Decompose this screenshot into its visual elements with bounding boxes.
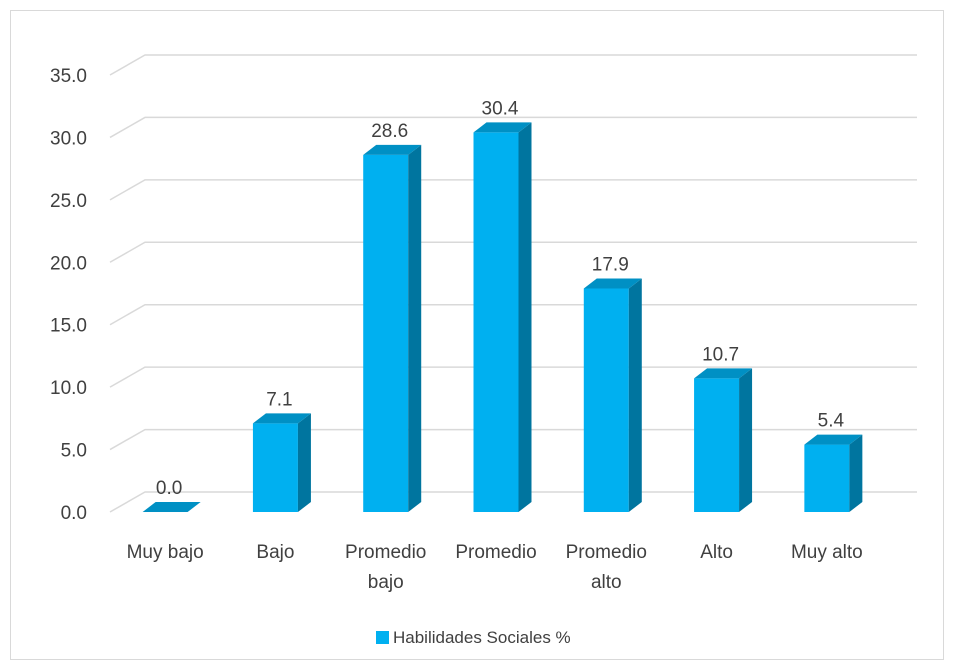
category-label: Muy bajo [127,542,204,563]
bar-top [473,122,532,133]
data-labels: 0.0 7.1 28.6 30.4 17.9 10.7 5.4 [156,98,845,499]
bar-front [252,423,298,512]
legend-label: Habilidades Sociales % [393,628,571,647]
gridline [109,491,917,513]
category-label: Bajo [256,542,294,563]
category-label: Promedio bajo [345,542,426,593]
bar-side [408,144,422,512]
bar-side [518,122,532,512]
bar [142,502,201,513]
legend: Habilidades Sociales % [376,628,571,647]
bar [252,413,311,512]
category-label: Promedio [455,542,536,563]
bar-side [849,434,863,512]
bar-top [142,502,201,512]
bar-front [363,154,409,512]
data-label: 17.9 [592,255,629,276]
data-label: 10.7 [702,344,739,365]
data-label: 30.4 [482,98,519,119]
bar-front [694,378,740,512]
gridline [109,179,917,201]
y-tick-label: 0.0 [61,503,87,524]
data-label: 0.0 [156,478,182,499]
bar-top [252,413,311,424]
bar-side [739,368,753,512]
category-label: Muy alto [791,542,863,563]
legend-swatch [376,631,389,644]
bars [142,122,863,513]
y-tick-label: 15.0 [50,316,87,337]
bar-front [804,444,850,512]
bar-side [628,278,642,512]
gridlines [109,54,917,513]
y-tick-label: 25.0 [50,191,87,212]
gridline [109,366,917,388]
bar-top [583,278,642,289]
bar [363,144,422,512]
gridline [109,241,917,263]
bar [583,278,642,512]
gridline [109,54,917,76]
x-axis-categories: Muy bajo Bajo Promedio bajo Promedio Promedio… [127,542,863,593]
category-label: Promedio alto [566,542,647,593]
data-label: 5.4 [818,411,845,432]
gridline [109,428,917,451]
bar-top [694,368,753,379]
y-tick-label: 5.0 [61,441,87,462]
category-label: Alto [700,542,733,563]
y-tick-label: 30.0 [50,128,87,149]
bar-top [363,144,422,155]
bar-front [473,132,519,513]
y-tick-label: 35.0 [50,66,87,87]
data-label: 28.6 [371,121,408,142]
bar-top [804,434,863,445]
bar [473,122,532,513]
y-axis-ticks: 0.0 5.0 10.0 15.0 20.0 25.0 30.0 35.0 [50,66,87,524]
bar-side [297,413,311,512]
y-tick-label: 10.0 [50,378,87,399]
gridline [109,303,917,326]
bar [804,434,863,512]
data-label: 7.1 [266,389,292,410]
bar-front [583,288,629,512]
bar [694,368,753,512]
y-tick-label: 20.0 [50,253,87,274]
gridline [109,116,917,139]
